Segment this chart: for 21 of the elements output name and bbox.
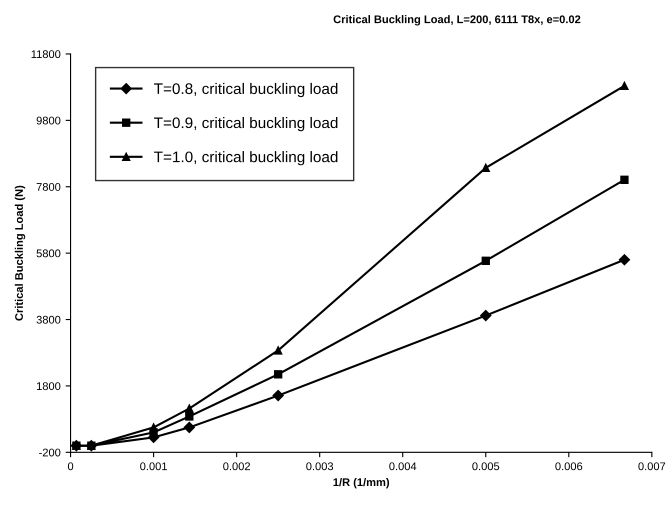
y-tick-label: 9800 (36, 116, 60, 124)
legend-label: T=1.0, critical buckling load (154, 151, 338, 166)
x-tick-label: 0.007 (638, 462, 666, 470)
y-tick-label: 11800 (32, 50, 60, 58)
x-tick-label: 0.003 (306, 462, 334, 470)
y-tick-label: -200 (39, 448, 60, 456)
x-tick-label: 0.005 (472, 462, 500, 470)
x-tick-label: 0.001 (140, 462, 167, 470)
x-tick-label: 0.006 (555, 462, 582, 470)
y-tick-label: 7800 (36, 183, 60, 191)
y-tick-label: 1800 (36, 382, 60, 390)
legend-label: T=0.9, critical buckling load (154, 116, 338, 132)
y-tick-label: 3800 (36, 316, 60, 324)
chart-title: Critical Buckling Load, L=200, 6111 T8x, e=0.02 (334, 15, 580, 26)
x-axis-title: 1/R (1/mm) (334, 478, 390, 488)
x-tick-label: 0 (68, 462, 74, 470)
y-tick-label: 5800 (36, 249, 60, 258)
y-axis-title: Critical Buckling Load (N) (14, 186, 26, 321)
legend-label: T=0.8, critical buckling load (154, 82, 338, 98)
x-tick-label: 0.004 (389, 462, 416, 470)
x-tick-label: 0.002 (223, 462, 250, 470)
